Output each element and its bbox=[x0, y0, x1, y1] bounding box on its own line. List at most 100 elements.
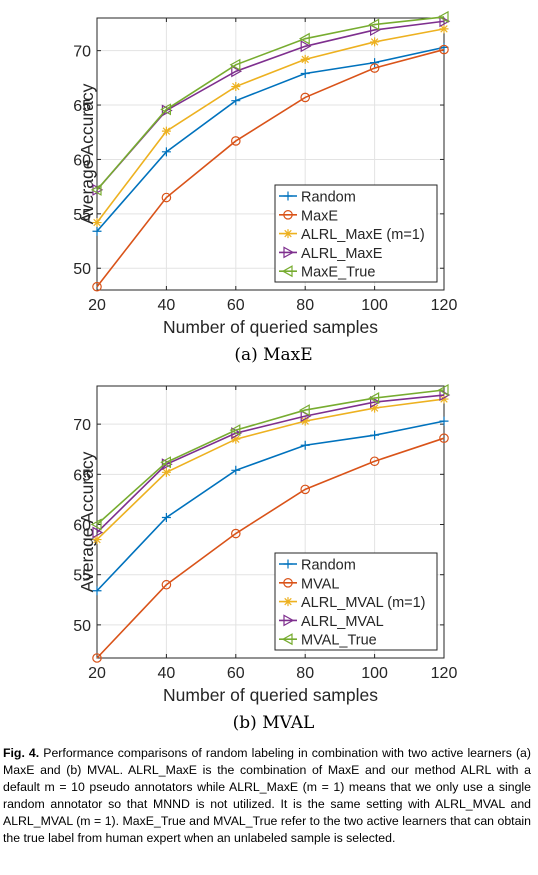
data-point bbox=[90, 518, 102, 531]
data-point bbox=[92, 535, 102, 545]
series-maxe bbox=[92, 44, 449, 292]
x-tick-label: 120 bbox=[431, 665, 458, 682]
data-point bbox=[161, 512, 171, 522]
data-point bbox=[300, 92, 310, 103]
y-tick-label: 50 bbox=[73, 261, 91, 278]
series-mval-true bbox=[90, 383, 449, 531]
data-point bbox=[368, 18, 380, 31]
y-axis-label: Average Accuracy bbox=[77, 83, 97, 224]
data-point bbox=[439, 24, 449, 34]
y-axis-label: Average Accuracy bbox=[77, 451, 97, 592]
series-line bbox=[96, 16, 445, 191]
data-point bbox=[300, 54, 310, 64]
y-tick-label: 65 bbox=[73, 98, 91, 115]
x-tick-label: 80 bbox=[296, 297, 314, 314]
legend-item: MVAL bbox=[279, 576, 339, 592]
data-point bbox=[370, 58, 380, 68]
data-point bbox=[229, 424, 241, 437]
data-point bbox=[300, 68, 310, 78]
series-line bbox=[96, 389, 445, 526]
series-alrl-mval-m-1 bbox=[92, 394, 449, 545]
data-point bbox=[229, 58, 241, 71]
legend-label: MaxE bbox=[301, 208, 338, 224]
data-point bbox=[92, 281, 102, 292]
data-point bbox=[160, 103, 171, 116]
legend-marker bbox=[283, 210, 293, 220]
legend-marker bbox=[283, 559, 293, 569]
x-tick-label: 80 bbox=[296, 665, 314, 682]
y-tick-label: 65 bbox=[73, 467, 91, 484]
y-tick-label: 60 bbox=[73, 152, 91, 169]
data-point bbox=[368, 392, 380, 405]
legend-item: MaxE_True bbox=[279, 265, 375, 281]
data-point bbox=[439, 15, 451, 28]
data-point bbox=[161, 126, 171, 136]
data-point bbox=[439, 44, 449, 55]
data-point bbox=[231, 96, 241, 106]
legend-item: ALRL_MVAL (m=1) bbox=[279, 595, 426, 611]
legend-label: MaxE_True bbox=[301, 265, 375, 281]
data-point bbox=[370, 430, 380, 440]
data-point bbox=[370, 37, 380, 47]
legend-marker bbox=[283, 614, 295, 627]
legend-label: ALRL_MVAL (m=1) bbox=[301, 595, 426, 611]
legend-marker bbox=[281, 633, 293, 646]
legend-label: Random bbox=[301, 558, 356, 574]
x-tick-label: 40 bbox=[158, 297, 176, 314]
legend-marker bbox=[281, 265, 293, 278]
series-random bbox=[92, 42, 449, 236]
subcaption: (a) MaxE bbox=[234, 345, 312, 365]
data-point bbox=[231, 434, 241, 444]
data-point bbox=[231, 65, 243, 78]
data-point bbox=[161, 467, 171, 477]
data-point bbox=[439, 416, 449, 426]
y-tick-label: 55 bbox=[73, 568, 91, 585]
legend-item: MVAL_True bbox=[279, 633, 377, 649]
legend: Random MVAL ALRL_MVAL (m=1) ALRL_MVAL MVAL_T… bbox=[274, 552, 438, 651]
data-point bbox=[369, 63, 380, 73]
y-tick-label: 50 bbox=[73, 618, 91, 635]
caption-label: Fig. 4. bbox=[3, 746, 40, 760]
data-point bbox=[439, 394, 449, 404]
legend-item: MaxE bbox=[279, 208, 338, 224]
data-point bbox=[92, 218, 102, 228]
chart-mval: 20 40 60 80 100 120 50 55 60 65 70 Number of querie… bbox=[73, 383, 458, 733]
series-line bbox=[96, 46, 445, 232]
legend-item: ALRL_MVAL bbox=[279, 614, 384, 630]
y-tick-label: 60 bbox=[73, 518, 91, 535]
series-alrl-maxe bbox=[92, 15, 451, 196]
subcaption: (b) MVAL bbox=[233, 713, 315, 733]
data-point bbox=[161, 192, 172, 203]
series-mval bbox=[92, 433, 449, 663]
series-maxe-true bbox=[90, 10, 449, 196]
chart-maxe: 20 40 60 80 100 120 50 55 60 65 70 Number of querie… bbox=[73, 10, 457, 365]
data-point bbox=[437, 383, 449, 397]
data-point bbox=[231, 465, 241, 475]
legend-marker bbox=[283, 246, 295, 259]
data-point bbox=[92, 226, 102, 236]
data-point bbox=[439, 433, 449, 443]
data-point bbox=[231, 528, 241, 539]
legend-item: Random bbox=[279, 558, 356, 574]
data-point bbox=[90, 183, 102, 196]
data-point bbox=[92, 586, 102, 596]
legend-label: Random bbox=[301, 190, 356, 206]
x-axis-label: Number of queried samples bbox=[163, 685, 378, 705]
data-point bbox=[369, 456, 380, 467]
legend-marker bbox=[283, 597, 293, 607]
x-tick-label: 20 bbox=[88, 665, 106, 682]
y-tick-label: 55 bbox=[73, 207, 91, 224]
figure-caption: Fig. 4. Performance comparisons of rando… bbox=[3, 745, 531, 848]
data-point bbox=[298, 32, 310, 45]
data-point bbox=[300, 40, 312, 53]
data-point bbox=[161, 147, 171, 157]
x-axis-label: Number of queried samples bbox=[163, 317, 378, 337]
x-tick-label: 60 bbox=[227, 665, 245, 682]
data-point bbox=[92, 526, 104, 539]
series-line bbox=[96, 20, 445, 191]
legend-label: ALRL_MaxE bbox=[301, 246, 383, 262]
data-point bbox=[370, 403, 380, 413]
legend-box bbox=[274, 184, 438, 283]
data-point bbox=[370, 396, 381, 409]
legend-item: ALRL_MaxE bbox=[279, 246, 383, 262]
